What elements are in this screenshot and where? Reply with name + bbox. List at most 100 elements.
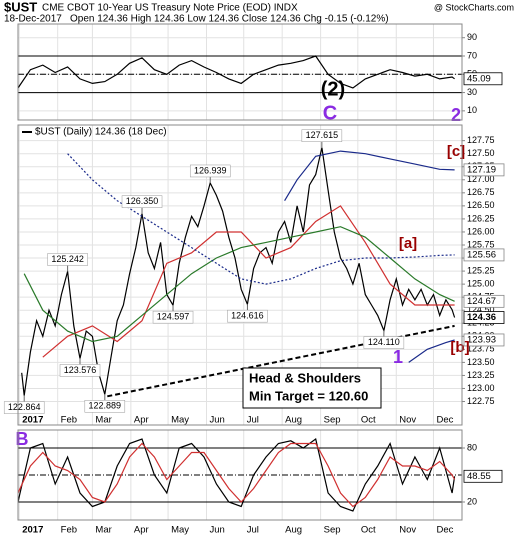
- level-label: 125.56: [467, 249, 496, 260]
- x-tick-label: May: [171, 415, 189, 426]
- x-tick-label: Oct: [361, 415, 376, 426]
- point-label-box: [301, 129, 343, 142]
- level-label-box: [463, 294, 505, 308]
- point-label: 124.110: [368, 337, 400, 347]
- last-value-box: [463, 72, 503, 86]
- y-tick-label: 123.75: [467, 344, 495, 354]
- annotation-text: Head & Shoulders: [249, 370, 361, 385]
- level-label: 127.19: [467, 164, 496, 175]
- point-label: 127.615: [306, 130, 339, 140]
- last-value-label: 45.09: [467, 73, 491, 84]
- series-line: [67, 153, 455, 285]
- x-tick-label: Jul: [247, 415, 259, 426]
- wave-label: 1: [393, 347, 403, 367]
- level-label: 124.67: [467, 296, 496, 307]
- point-label-box: [363, 336, 405, 349]
- y-tick-label: 126.50: [467, 200, 495, 210]
- point-label-box: [47, 253, 88, 266]
- point-label-box: [152, 310, 194, 324]
- x-tick-label: Aug: [285, 415, 302, 426]
- wave-label: (2): [321, 78, 345, 100]
- series-line: [18, 437, 456, 512]
- point-label-box: [189, 164, 231, 178]
- plot: [18, 24, 462, 120]
- wave-label: B: [16, 429, 29, 449]
- level-label-box: [463, 248, 505, 262]
- wave-label: [c]: [447, 143, 465, 160]
- panel-frame: [17, 23, 463, 121]
- point-label: 125.242: [51, 254, 84, 264]
- y-tick-label: 127.50: [467, 148, 495, 158]
- y-tick-label: 125.25: [467, 265, 495, 275]
- wave-label: [b]: [450, 339, 469, 356]
- x-tick-label: Jul: [247, 525, 259, 536]
- level-label: 123.93: [467, 334, 496, 345]
- annotation-text: Min Target = 120.60: [249, 388, 368, 403]
- wave-label: 2: [451, 105, 461, 125]
- x-tick-label: Mar: [95, 415, 111, 426]
- y-tick-label: 127.75: [467, 135, 495, 145]
- plot: [18, 430, 462, 520]
- y-tick-label: 123.50: [467, 357, 495, 367]
- x-tick-label: Nov: [399, 525, 416, 536]
- level-label-box: [463, 163, 505, 177]
- date: 18-Dec-2017: [4, 14, 62, 25]
- point-label: 126.350: [126, 196, 159, 206]
- x-tick-label: Nov: [399, 415, 416, 426]
- wave-label: C: [323, 102, 337, 124]
- series-line: [18, 55, 455, 89]
- point-label-box: [121, 195, 163, 208]
- y-tick-label: 125.75: [467, 239, 495, 249]
- x-tick-label: Sep: [324, 415, 341, 426]
- source: @ StockCharts.com: [434, 2, 514, 12]
- x-tick-label: 2017: [22, 415, 43, 426]
- point-label-box: [227, 309, 268, 323]
- y-tick-label: 126.75: [467, 187, 495, 197]
- legend-label: $UST (Daily) 124.36 (18 Dec): [35, 127, 167, 138]
- y-tick-label: 124.50: [467, 305, 495, 315]
- y-tick-label: 90: [467, 32, 477, 42]
- point-label: 124.616: [231, 311, 264, 321]
- symbol: $UST: [4, 0, 37, 14]
- instrument-name: CME CBOT 10-Year US Treasury Note Price …: [42, 3, 298, 14]
- last-value-label: 48.55: [467, 471, 491, 482]
- level-label-box: [463, 333, 505, 347]
- x-tick-label: Jun: [210, 525, 225, 536]
- point-label: 123.576: [64, 365, 97, 375]
- wave-label: [a]: [399, 235, 417, 252]
- level-label: 124.36: [467, 312, 496, 323]
- series-line: [408, 339, 455, 363]
- x-tick-label: Apr: [134, 415, 149, 426]
- x-tick-label: Feb: [61, 525, 77, 536]
- point-label-box: [59, 364, 101, 377]
- quote: Open 124.36 High 124.36 Low 124.36 Close…: [70, 14, 389, 25]
- y-tick-label: 126.25: [467, 213, 495, 223]
- panel-frame: [17, 124, 463, 426]
- point-label-box: [84, 400, 126, 413]
- x-tick-label: Mar: [95, 525, 111, 536]
- y-tick-label: 125.00: [467, 279, 495, 289]
- plot: [18, 125, 462, 425]
- y-tick-label: 123.25: [467, 370, 495, 380]
- point-label-box: [3, 401, 45, 414]
- series-line: [18, 442, 456, 508]
- point-label: 122.889: [89, 401, 122, 411]
- series-line: [107, 324, 455, 398]
- x-tick-label: Feb: [61, 415, 77, 426]
- x-tick-label: Dec: [436, 525, 453, 536]
- level-label-box: [463, 311, 505, 324]
- point-label: 126.939: [194, 165, 227, 175]
- x-tick-label: Apr: [134, 525, 149, 536]
- point-label: 124.597: [157, 312, 190, 322]
- panel-frame: [17, 429, 463, 521]
- x-tick-label: Oct: [361, 525, 376, 536]
- x-tick-label: Dec: [436, 415, 453, 426]
- last-value-box: [463, 469, 503, 483]
- x-tick-label: May: [171, 525, 189, 536]
- y-tick-label: 127.00: [467, 174, 495, 184]
- y-tick-label: 20: [467, 496, 477, 506]
- y-tick-label: 70: [467, 50, 477, 60]
